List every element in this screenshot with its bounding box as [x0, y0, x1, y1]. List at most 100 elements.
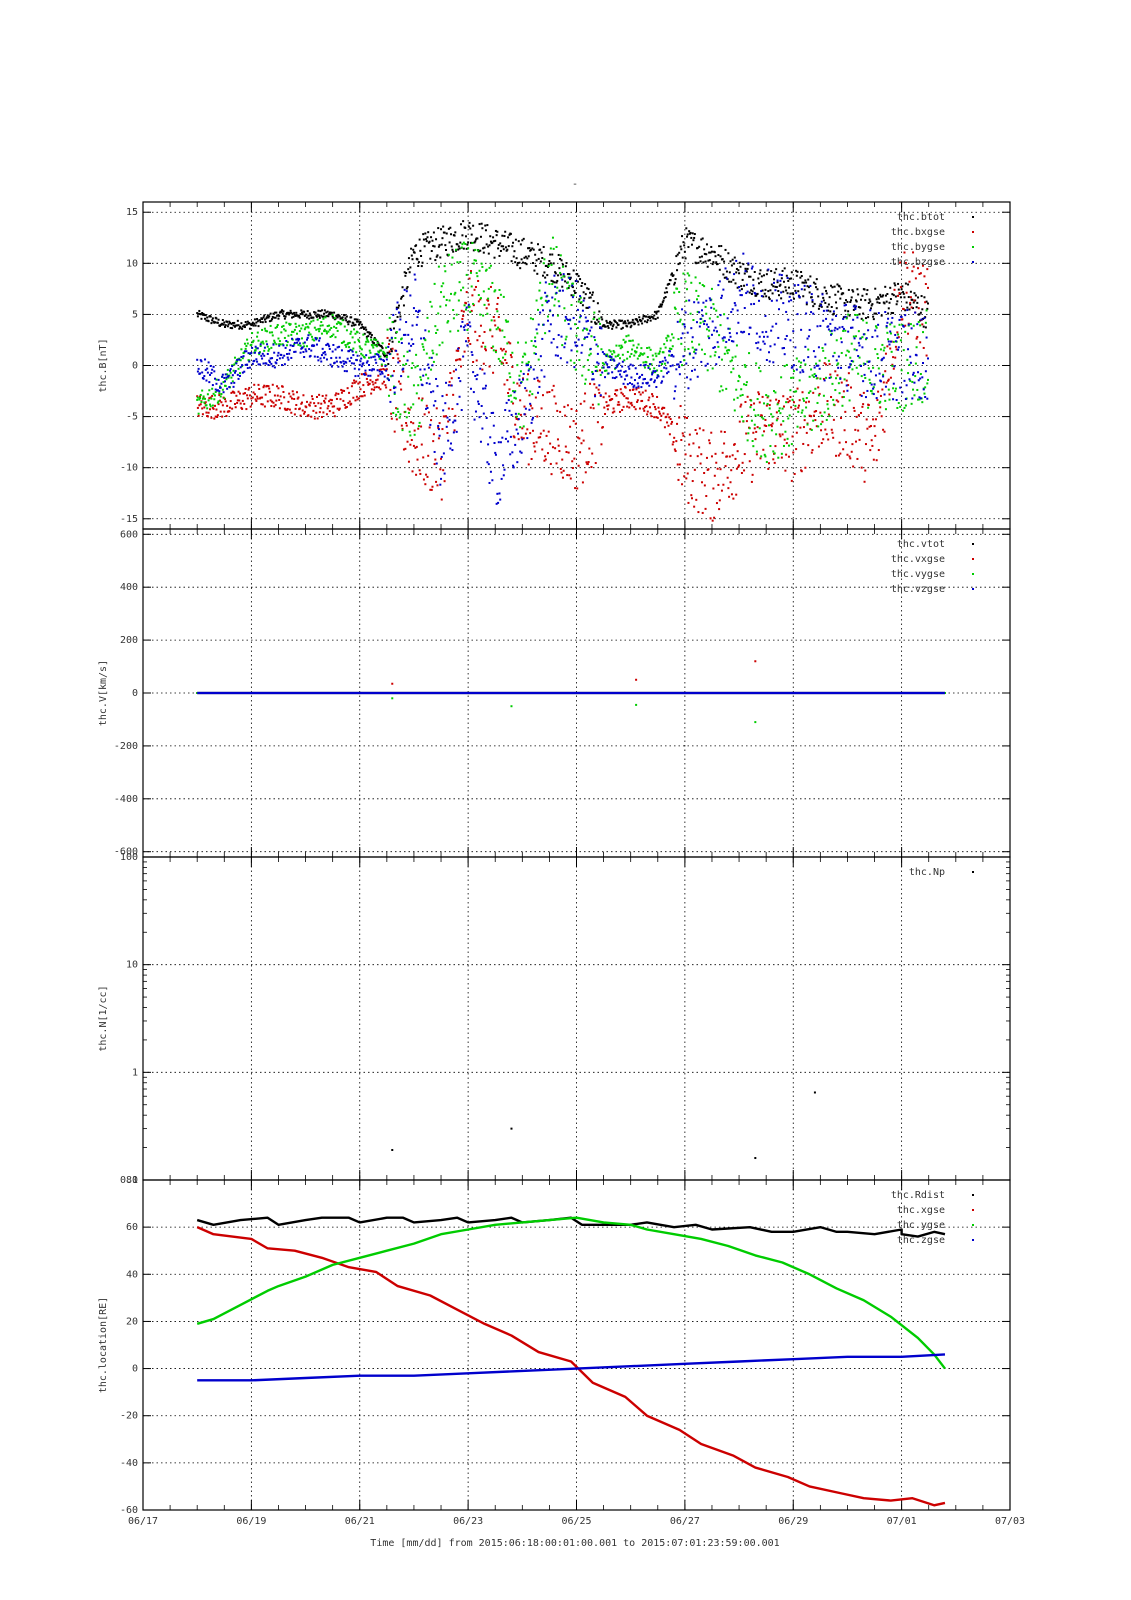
data-point [408, 430, 411, 433]
data-point [835, 301, 838, 304]
data-point [713, 346, 716, 349]
data-point [562, 469, 565, 472]
y-tick-label: -20 [120, 1411, 138, 1422]
data-point [785, 274, 788, 277]
data-point [398, 416, 401, 419]
data-point [661, 301, 664, 304]
data-point [757, 277, 760, 280]
data-point [605, 355, 608, 358]
data-point [796, 425, 799, 428]
data-point [236, 358, 239, 361]
data-point [591, 293, 594, 296]
data-point [283, 336, 286, 339]
data-point [629, 326, 632, 329]
data-point [666, 339, 669, 342]
data-point [328, 347, 331, 350]
data-point [236, 360, 239, 363]
data-point [322, 315, 325, 318]
data-point [572, 269, 575, 272]
data-point [641, 391, 644, 394]
data-point [451, 248, 454, 251]
data-point [761, 289, 764, 292]
data-point [630, 352, 633, 355]
data-point [506, 248, 509, 251]
data-point [703, 252, 706, 255]
data-point [884, 311, 887, 314]
data-point [251, 346, 254, 349]
data-point [501, 234, 504, 237]
data-point [322, 411, 325, 414]
data-point [814, 355, 817, 358]
data-point [552, 384, 555, 387]
data-point [473, 418, 476, 421]
data-point [397, 306, 400, 309]
data-point [604, 369, 607, 372]
data-point [670, 347, 673, 350]
data-point [764, 418, 767, 421]
data-point [251, 321, 254, 324]
y-tick-label: 10 [126, 258, 138, 269]
data-point [335, 356, 338, 359]
data-point [678, 366, 681, 369]
data-point [340, 391, 343, 394]
data-point [505, 320, 508, 323]
data-point [753, 302, 756, 305]
data-point [341, 316, 344, 319]
data-point [407, 460, 410, 463]
data-point [411, 470, 414, 473]
data-point [756, 292, 759, 295]
data-point [623, 395, 626, 398]
data-point [276, 394, 279, 397]
data-point [711, 320, 714, 323]
data-point [548, 391, 551, 394]
data-point [368, 332, 371, 335]
data-point [560, 335, 563, 338]
data-point [548, 259, 551, 262]
data-point [887, 338, 890, 341]
data-point [312, 409, 315, 412]
data-point [198, 309, 201, 312]
data-point [372, 355, 375, 358]
data-point [653, 314, 656, 317]
data-point [485, 417, 488, 420]
data-point [197, 412, 200, 415]
data-point [579, 278, 582, 281]
data-point [527, 369, 530, 372]
data-point [533, 445, 536, 448]
data-point [621, 319, 624, 322]
data-point [613, 351, 616, 354]
data-point [532, 416, 535, 419]
data-point [496, 302, 499, 305]
data-point [348, 391, 351, 394]
data-point [499, 441, 502, 444]
data-point [430, 236, 433, 239]
data-point [655, 355, 658, 358]
data-point [243, 342, 246, 345]
data-point [492, 349, 495, 352]
data-point [439, 468, 442, 471]
data-point [288, 349, 291, 352]
data-point [782, 302, 785, 305]
data-point [350, 316, 353, 319]
data-point [907, 372, 910, 375]
data-point [205, 379, 208, 382]
data-point [641, 322, 644, 325]
data-point [441, 428, 444, 431]
data-point [574, 344, 577, 347]
data-point [787, 300, 790, 303]
data-point [491, 281, 494, 284]
data-point [882, 428, 885, 431]
data-point [691, 232, 694, 235]
data-point [440, 455, 443, 458]
data-point [415, 473, 418, 476]
data-point [627, 334, 630, 337]
data-point [792, 401, 795, 404]
data-point [232, 385, 235, 388]
data-point [681, 308, 684, 311]
data-point [391, 347, 394, 350]
data-point [913, 292, 916, 295]
data-point [334, 394, 337, 397]
data-point [683, 325, 686, 328]
data-point [670, 273, 673, 276]
data-point [364, 372, 367, 375]
